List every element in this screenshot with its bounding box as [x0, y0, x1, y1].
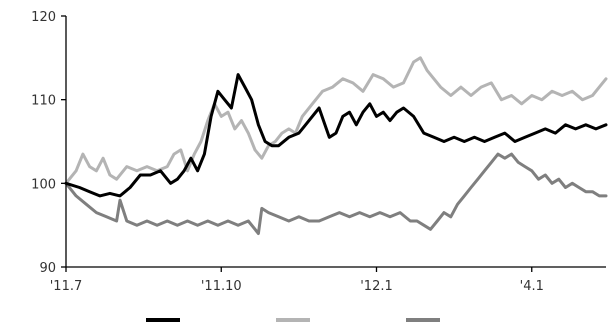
legend-swatch-3: [406, 318, 440, 322]
x-tick-label: '11.7: [50, 279, 83, 294]
legend-swatch-1: [146, 318, 180, 322]
legend-swatch-2: [276, 318, 310, 322]
axes: 90 100 110 120 '11.7 '11.10 '12.1 '4.1: [31, 10, 606, 294]
series-line-1: [64, 73, 608, 198]
legend-item-2: [276, 318, 310, 322]
y-tick-label: 90: [39, 261, 56, 276]
x-tick-label: '12.1: [360, 279, 393, 294]
line-chart: 90 100 110 120 '11.7 '11.10 '12.1 '4.1: [31, 10, 608, 294]
legend-item-1: [146, 318, 180, 322]
y-tick-label: 110: [31, 94, 56, 109]
y-tick-label: 100: [31, 177, 56, 192]
x-tick-label: '11.10: [201, 279, 242, 294]
series-line-2: [64, 56, 608, 185]
series-line-3: [64, 152, 608, 235]
y-tick-label: 120: [31, 10, 56, 25]
legend: [0, 312, 609, 333]
x-tick-label: '4.1: [520, 279, 544, 294]
legend-item-3: [406, 318, 440, 322]
plot-area: [64, 56, 608, 235]
